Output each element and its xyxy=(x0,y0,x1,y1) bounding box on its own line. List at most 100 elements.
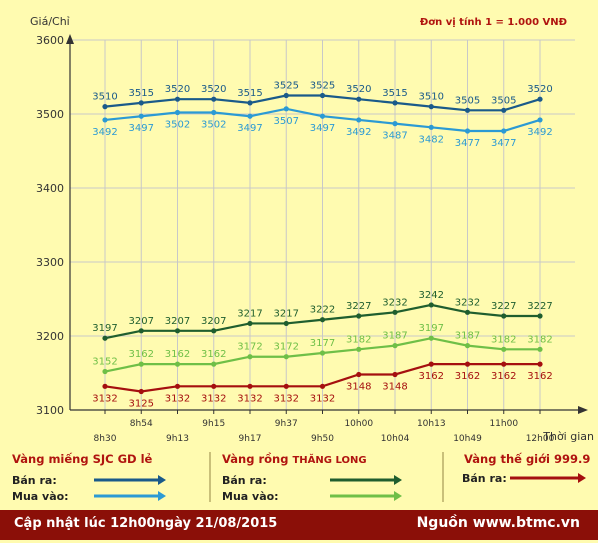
data-label: 3132 xyxy=(165,393,190,404)
x-tick-label: 8h54 xyxy=(130,419,153,429)
data-point xyxy=(247,383,253,389)
data-label: 3520 xyxy=(346,84,371,95)
data-point xyxy=(174,96,181,102)
legend-thang-long-title-prefix: Vàng rồng xyxy=(222,452,293,466)
data-label: 3232 xyxy=(382,297,407,308)
data-label: 3162 xyxy=(165,349,190,360)
data-label: 3132 xyxy=(237,393,262,404)
legend-thang-long-title: Vàng rồng THĂNG LONG xyxy=(222,452,367,466)
data-point xyxy=(464,361,471,367)
x-tick-label: 9h50 xyxy=(311,434,334,444)
data-point xyxy=(537,361,543,367)
data-point xyxy=(464,107,471,113)
chart-data-labels: 3510 3515 3520 3520 3515 3525 3525 3520 3515 3510… xyxy=(92,81,552,410)
data-point xyxy=(174,109,181,116)
data-label: 3492 xyxy=(92,127,117,138)
data-point xyxy=(211,109,217,116)
data-label: 3510 xyxy=(419,92,444,103)
x-tick-label: 10h00 xyxy=(344,419,373,429)
data-point xyxy=(537,313,543,319)
data-label: 3497 xyxy=(237,123,262,134)
data-point xyxy=(392,309,398,315)
data-label: 3207 xyxy=(165,316,190,327)
x-axis-title: Thời gian xyxy=(542,430,594,443)
data-point xyxy=(392,343,398,349)
data-point xyxy=(283,383,289,389)
data-point xyxy=(356,117,362,123)
data-point xyxy=(138,328,144,334)
legend-sjc-title: Vàng miếng SJC GD lẻ xyxy=(12,452,153,466)
x-tick-label: 10h13 xyxy=(417,419,446,429)
data-label: 3515 xyxy=(129,88,154,99)
data-point xyxy=(102,368,108,375)
data-label: 3132 xyxy=(310,393,335,404)
legend-separator xyxy=(442,452,444,502)
data-point xyxy=(102,117,108,123)
data-point xyxy=(319,317,326,323)
y-tick-label: 3200 xyxy=(36,330,64,343)
data-label: 3187 xyxy=(455,331,480,342)
data-point xyxy=(211,383,217,389)
data-label: 3497 xyxy=(129,123,154,134)
data-point xyxy=(428,124,434,130)
data-label: 3132 xyxy=(274,393,299,404)
data-point xyxy=(247,100,253,106)
data-point xyxy=(428,361,434,367)
data-label: 3520 xyxy=(527,84,552,95)
data-label: 3477 xyxy=(455,138,480,149)
legend-sjc-buy-arrow xyxy=(94,491,166,501)
source-link[interactable]: Nguồn www.btmc.vn xyxy=(416,515,580,531)
data-label: 3482 xyxy=(419,134,444,145)
chart-axes: 3100 3200 3300 3400 3500 3600 8h30 8h54 9h13 9h15… xyxy=(36,34,588,444)
data-label: 3227 xyxy=(491,301,516,312)
data-label: 3162 xyxy=(129,349,154,360)
y-axis-arrow xyxy=(66,34,74,44)
legend-world-sell-arrow xyxy=(510,473,586,483)
data-label: 3172 xyxy=(237,342,262,353)
legend-thang-long-buy-label: Mua vào: xyxy=(222,490,279,503)
data-label: 3492 xyxy=(346,127,371,138)
data-point xyxy=(428,302,434,308)
data-point xyxy=(138,361,144,367)
y-tick-label: 3400 xyxy=(36,182,64,195)
x-tick-label: 12h00 xyxy=(526,434,555,444)
legend-world-title: Vàng thế giới 999.9 xyxy=(464,452,591,466)
data-point xyxy=(356,96,362,102)
data-label: 3162 xyxy=(419,371,444,382)
chart-series xyxy=(102,92,543,395)
x-tick-label: 9h17 xyxy=(239,434,262,444)
legend-sjc: Vàng miếng SJC GD lẻ Bán ra: Mua vào: xyxy=(12,448,212,508)
data-label: 3132 xyxy=(201,393,226,404)
data-point xyxy=(174,383,181,389)
data-label: 3515 xyxy=(237,88,262,99)
data-point xyxy=(319,113,326,119)
data-point xyxy=(247,113,253,119)
data-point xyxy=(537,346,543,352)
legend-thang-long-sell-arrow xyxy=(330,475,402,485)
data-label: 3222 xyxy=(310,305,335,316)
data-label: 3502 xyxy=(165,120,190,131)
data-point xyxy=(501,313,507,319)
data-label: 3162 xyxy=(527,371,552,382)
data-point xyxy=(211,328,217,334)
data-label: 3227 xyxy=(527,301,552,312)
x-tick-label: 9h13 xyxy=(166,434,189,444)
data-point xyxy=(174,361,181,367)
y-tick-label: 3100 xyxy=(36,404,64,417)
data-point xyxy=(174,328,181,334)
legend-thang-long-buy-arrow xyxy=(330,491,402,501)
legend-sjc-buy-label: Mua vào: xyxy=(12,490,69,503)
data-point xyxy=(428,335,434,341)
data-label: 3125 xyxy=(129,399,154,410)
data-label: 3502 xyxy=(201,120,226,131)
legend-thang-long-title-brand: THĂNG LONG xyxy=(292,455,367,466)
data-label: 3242 xyxy=(419,290,444,301)
x-tick-label: 11h00 xyxy=(489,419,518,429)
data-point xyxy=(102,335,108,341)
data-label: 3162 xyxy=(201,349,226,360)
data-label: 3497 xyxy=(310,123,335,134)
data-label: 3197 xyxy=(92,323,117,334)
data-point xyxy=(319,92,326,99)
data-label: 3187 xyxy=(382,331,407,342)
